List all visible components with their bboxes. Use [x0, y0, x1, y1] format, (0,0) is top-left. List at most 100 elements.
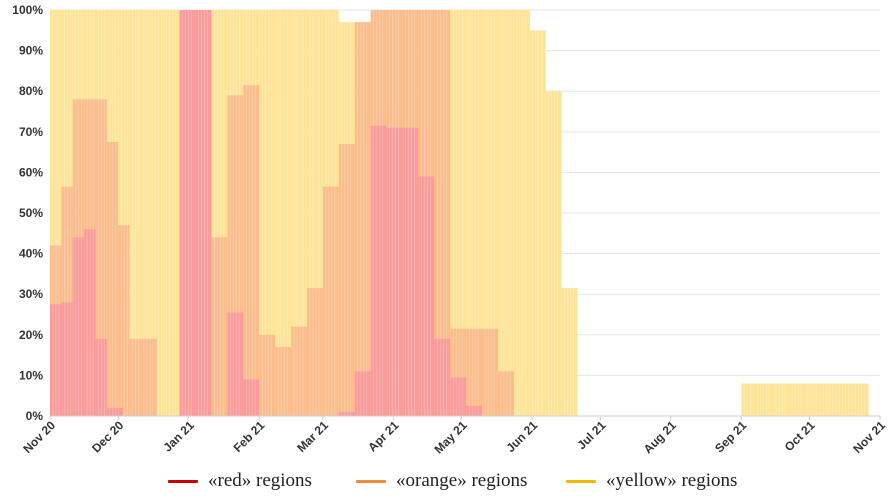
legend-label: «red» regions: [208, 470, 312, 491]
bar: [741, 383, 758, 416]
bar: [243, 85, 260, 417]
bar: [386, 127, 403, 417]
bar: [482, 10, 498, 416]
bar: [561, 288, 578, 416]
bar: [95, 338, 107, 416]
bar: [227, 312, 244, 416]
bar: [322, 186, 339, 416]
y-tick-label: 20%: [19, 328, 43, 342]
bar: [402, 127, 419, 417]
bar: [418, 176, 435, 416]
bar: [291, 326, 307, 416]
bar: [195, 10, 212, 416]
bar: [140, 338, 157, 416]
bar: [163, 10, 180, 416]
legend-swatch: [168, 479, 198, 483]
bar: [338, 143, 355, 417]
bar: [179, 10, 196, 416]
bar: [275, 10, 292, 416]
bar: [118, 225, 130, 416]
legend-item[interactable]: «orange» regions: [356, 466, 527, 496]
bar: [450, 10, 467, 416]
chart-plot: 0% 10% 20% 30% 40% 50% 60% 70% 80% 90% 100% Nov 20 D…: [12, 3, 888, 456]
bar: [50, 304, 62, 416]
y-tick-label: 10%: [19, 368, 43, 382]
bar: [129, 10, 141, 416]
bar: [106, 141, 119, 416]
bar: [259, 334, 276, 416]
bar: [757, 383, 774, 416]
legend-swatch: [356, 479, 386, 483]
legend-label: «orange» regions: [396, 470, 528, 491]
bar: [338, 411, 355, 416]
bar: [852, 383, 869, 416]
bar: [275, 346, 292, 416]
x-tick-label: Jun 21: [503, 418, 540, 455]
bar: [789, 383, 805, 416]
bar: [95, 99, 107, 416]
bar: [497, 371, 514, 416]
legend-label: «yellow» regions: [606, 470, 738, 491]
x-tick-label: Sep 21: [712, 418, 749, 455]
y-tick-label: 90%: [19, 44, 43, 58]
bar: [50, 10, 62, 416]
bar: [129, 338, 141, 416]
legend-swatch: [566, 479, 596, 483]
bar: [84, 229, 96, 416]
y-tick-label: 0%: [26, 409, 44, 423]
bar: [243, 379, 260, 416]
bar: [513, 10, 530, 416]
x-tick-label: Jul 21: [574, 418, 608, 452]
bar: [820, 383, 837, 416]
bar: [370, 125, 387, 417]
bar: [354, 371, 371, 416]
y-tick-label: 40%: [19, 247, 43, 261]
x-tick-label: Dec 20: [89, 418, 126, 455]
legend-item[interactable]: «red» regions: [168, 466, 312, 496]
y-tick-label: 50%: [19, 206, 43, 220]
bar: [106, 407, 123, 416]
bar: [140, 10, 153, 416]
x-tick-label: Oct 21: [782, 418, 818, 454]
bar: [61, 302, 73, 416]
x-tick-label: May 21: [432, 418, 470, 456]
legend-item[interactable]: «yellow» regions: [566, 466, 737, 496]
bar: [804, 383, 821, 416]
bars: [50, 10, 869, 417]
x-tick-label: Mar 21: [294, 418, 331, 455]
y-tick-label: 100%: [12, 3, 43, 17]
bar: [72, 237, 85, 416]
bar: [259, 10, 276, 416]
bar: [466, 328, 483, 416]
bar: [482, 328, 498, 416]
y-tick-label: 70%: [19, 125, 43, 139]
bar: [466, 10, 483, 416]
bar: [434, 10, 451, 416]
bar: [434, 338, 451, 416]
bar: [773, 383, 790, 416]
y-tick-label: 60%: [19, 165, 43, 179]
bar: [306, 288, 323, 416]
x-tick-label: Aug 21: [641, 418, 679, 456]
bar: [497, 10, 514, 416]
x-tick-label: Nov 20: [20, 418, 58, 456]
y-tick-label: 30%: [19, 287, 43, 301]
bar: [291, 10, 307, 416]
x-tick-label: Feb 21: [231, 418, 268, 455]
bar: [354, 22, 371, 417]
legend: «red» regions «orange» regions «yellow» re…: [0, 466, 890, 496]
bar: [152, 10, 164, 416]
bar: [118, 10, 130, 416]
bar: [211, 237, 228, 416]
x-tick-label: Apr 21: [365, 418, 402, 455]
bar: [450, 377, 467, 416]
bar: [466, 405, 483, 416]
bar: [529, 30, 546, 417]
x-tick-label: Jan 21: [161, 418, 198, 455]
y-tick-label: 80%: [19, 84, 43, 98]
bar: [545, 91, 562, 416]
x-tick-label: Nov 21: [850, 418, 888, 456]
bar: [61, 186, 73, 416]
bar: [836, 383, 853, 416]
